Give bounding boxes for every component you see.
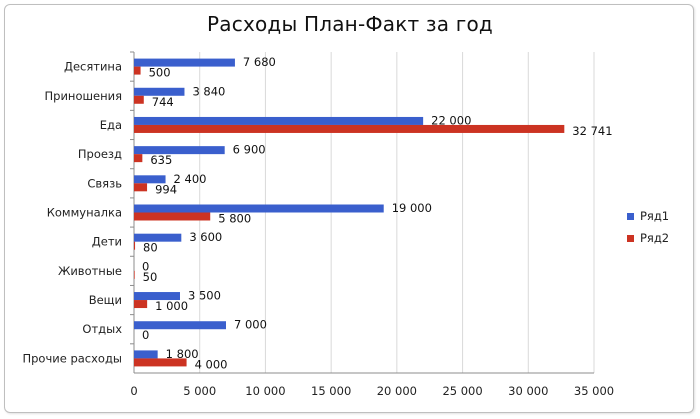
category-label: Отдых — [82, 322, 122, 336]
bar-series2 — [134, 270, 135, 279]
bar-series1 — [134, 87, 185, 96]
data-label: 0 — [142, 259, 149, 273]
category-label: Животные — [58, 264, 122, 278]
x-tick-label: 35 000 — [574, 384, 614, 398]
x-tick-label: 15 000 — [311, 384, 351, 398]
bar-series1 — [134, 175, 166, 184]
chart-title: Расходы План-Факт за год — [207, 12, 493, 36]
category-label: Еда — [100, 118, 122, 132]
category-label: Прочие расходы — [22, 351, 122, 365]
bar-series1 — [134, 350, 158, 359]
data-label: 19 000 — [392, 201, 432, 215]
bar-series1 — [134, 204, 384, 213]
bar-series1 — [134, 58, 235, 67]
data-label: 1 000 — [155, 299, 188, 313]
data-label: 50 — [143, 270, 158, 284]
data-label: 7 000 — [234, 318, 267, 332]
bar-series1 — [134, 233, 182, 242]
legend-swatch — [627, 235, 634, 242]
data-label: 744 — [152, 95, 174, 109]
bar-series1 — [134, 292, 180, 301]
data-label: 80 — [143, 241, 158, 255]
data-label: 4 000 — [195, 357, 228, 371]
bar-series2 — [134, 183, 148, 192]
category-label: Десятина — [64, 60, 122, 74]
data-label: 3 500 — [188, 289, 221, 303]
bar-series2 — [134, 66, 141, 75]
category-label: Связь — [87, 176, 122, 190]
data-label: 6 900 — [233, 143, 266, 157]
category-label: Приношения — [45, 89, 123, 103]
bar-series1 — [134, 146, 225, 155]
bar-series2 — [134, 95, 144, 104]
category-label: Проезд — [78, 147, 122, 161]
x-tick-label: 0 — [130, 384, 137, 398]
data-label: 3 840 — [192, 84, 225, 98]
x-tick-label: 10 000 — [245, 384, 285, 398]
category-label: Вещи — [89, 293, 122, 307]
legend-swatch — [627, 213, 634, 220]
data-label: 3 600 — [189, 230, 222, 244]
bar-series2 — [134, 300, 148, 309]
data-label: 500 — [149, 66, 171, 80]
bar-series1 — [134, 321, 226, 330]
data-label: 22 000 — [431, 113, 471, 127]
category-label: Коммуналка — [47, 206, 122, 220]
data-label: 994 — [155, 182, 177, 196]
x-tick-label: 25 000 — [442, 384, 482, 398]
data-label: 1 800 — [166, 347, 199, 361]
data-label: 32 741 — [572, 124, 612, 138]
x-tick-label: 30 000 — [508, 384, 548, 398]
bar-series2 — [134, 212, 211, 221]
bar-series2 — [134, 358, 187, 367]
bar-series2 — [134, 241, 136, 250]
x-tick-label: 20 000 — [377, 384, 417, 398]
bar-series2 — [134, 124, 565, 133]
data-label: 7 680 — [243, 55, 276, 69]
category-label: Дети — [92, 235, 122, 249]
x-tick-label: 5 000 — [183, 384, 216, 398]
legend-label: Ряд1 — [640, 209, 669, 223]
data-label: 5 800 — [218, 212, 251, 226]
legend-label: Ряд2 — [640, 231, 669, 245]
data-label: 0 — [142, 328, 149, 342]
data-label: 2 400 — [174, 172, 207, 186]
bar-series2 — [134, 154, 143, 163]
data-label: 635 — [150, 153, 172, 167]
bar-series1 — [134, 116, 424, 125]
